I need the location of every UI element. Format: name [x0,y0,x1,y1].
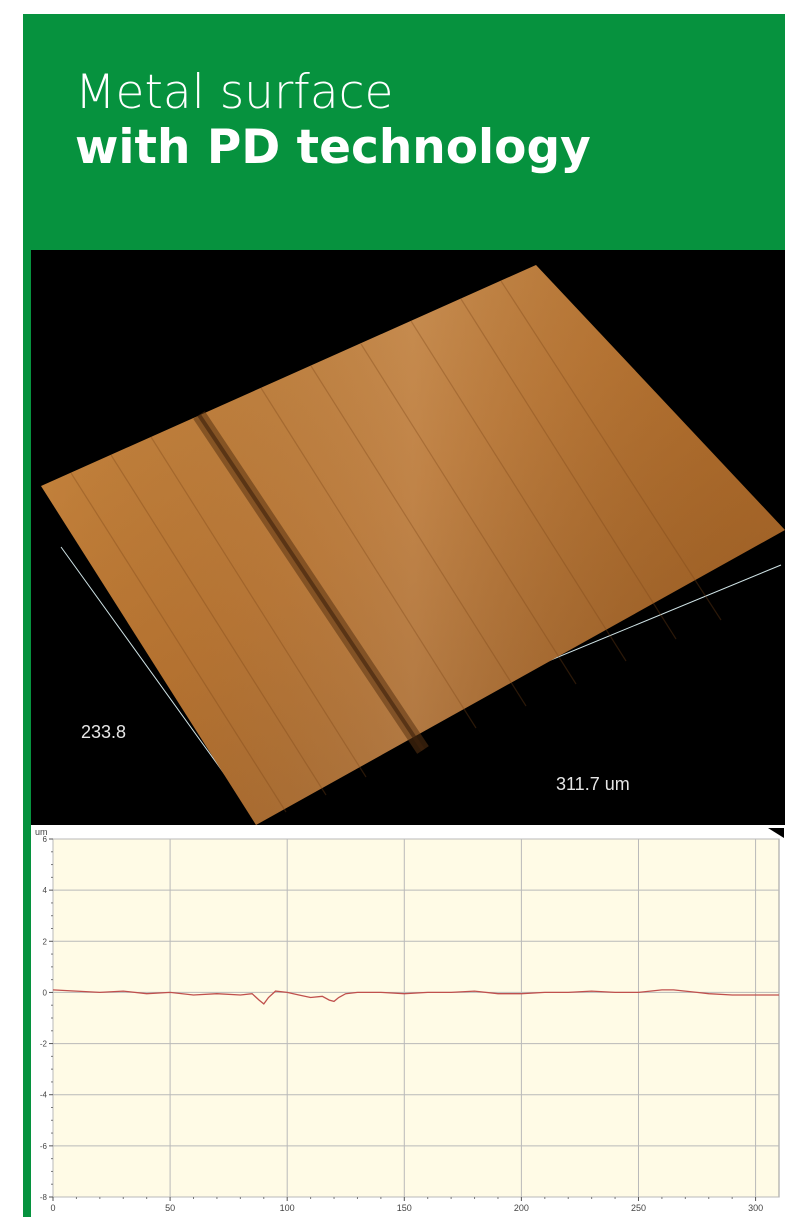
x-tick-label: 300 [748,1203,763,1213]
profile-chart-svg: um -8 -6 -4 -2 0 2 4 6 0 50 100 150 200 250 300 [35,827,784,1213]
y-tick-label: 4 [43,886,48,895]
x-tick-label: 250 [631,1203,646,1213]
profile-series-line [52,989,779,1005]
surface-3d-image: 233.8 311.7 um [31,250,785,825]
surface-groove-core [197,413,425,752]
y-tick-label: 6 [43,835,48,844]
surface-3d-render: 233.8 311.7 um [41,265,785,825]
x-tick-label: 50 [165,1203,175,1213]
title-line-2: with PD technology [75,119,591,175]
y-tick-label: -4 [40,1091,48,1100]
page-title: Metal surface with PD technology [75,65,591,175]
x-tick-label: 100 [280,1203,295,1213]
corner-marker-icon [768,828,784,838]
y-tick-label: -6 [40,1142,48,1151]
title-line-1: Metal surface [75,65,394,120]
depth-dimension-label: 233.8 [81,722,126,742]
y-tick-label: -2 [40,1040,48,1049]
y-tick-label: 2 [43,937,48,946]
y-tick-label: 0 [43,988,48,997]
x-tick-label: 200 [514,1203,529,1213]
width-dimension-label: 311.7 um [556,774,630,794]
profile-chart: um -8 -6 -4 -2 0 2 4 6 0 50 100 150 200 250 300 [31,825,785,1217]
copper-sheen [41,265,785,825]
surface-streaks [70,280,722,813]
plot-area [52,838,780,1198]
x-tick-label: 150 [397,1203,412,1213]
x-tick-label: 0 [50,1203,55,1213]
y-tick-label: -8 [40,1193,48,1202]
y-axis-label: um [35,827,48,837]
